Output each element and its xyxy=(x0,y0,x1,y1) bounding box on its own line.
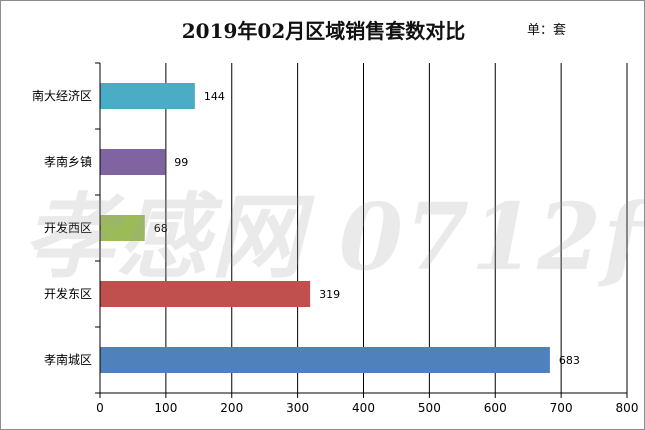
category-label: 孝南城区 xyxy=(44,352,92,367)
x-tick-label: 300 xyxy=(286,401,309,415)
data-label: 144 xyxy=(204,90,225,103)
bar xyxy=(100,149,166,175)
data-label: 99 xyxy=(174,156,188,169)
category-label: 孝南乡镇 xyxy=(44,154,92,169)
x-tick-label: 600 xyxy=(484,401,507,415)
data-label: 319 xyxy=(319,288,340,301)
bar xyxy=(100,347,550,373)
bar xyxy=(100,83,195,109)
x-tick-label: 100 xyxy=(154,401,177,415)
category-label: 开发东区 xyxy=(44,286,92,301)
x-tick-label: 200 xyxy=(220,401,243,415)
bar xyxy=(100,215,145,241)
data-label: 68 xyxy=(154,222,168,235)
category-label: 开发西区 xyxy=(44,220,92,235)
x-tick-label: 400 xyxy=(352,401,375,415)
category-label: 南大经济区 xyxy=(32,88,92,103)
data-label: 683 xyxy=(559,354,580,367)
x-tick-label: 800 xyxy=(616,401,639,415)
unit-label: 单：套 xyxy=(526,23,566,38)
x-tick-label: 0 xyxy=(96,401,104,415)
x-tick-label: 700 xyxy=(550,401,573,415)
bar xyxy=(100,281,311,307)
chart-title: 2019年02月区域销售套数对比 xyxy=(181,19,466,43)
x-tick-label: 500 xyxy=(418,401,441,415)
